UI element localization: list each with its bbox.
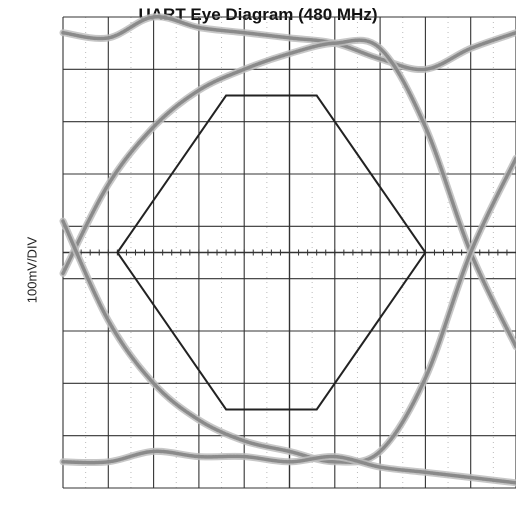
trace-rising-edge bbox=[61, 38, 516, 349]
trace-high-rail bbox=[61, 15, 516, 72]
eye-mask bbox=[116, 94, 427, 411]
trace-low-rail bbox=[61, 449, 516, 485]
eye-mask-hexagon bbox=[116, 94, 427, 411]
chart-title: UART Eye Diagram (480 MHz) bbox=[138, 5, 378, 24]
trace-falling-edge bbox=[61, 156, 516, 464]
eye-traces bbox=[59, 13, 516, 487]
